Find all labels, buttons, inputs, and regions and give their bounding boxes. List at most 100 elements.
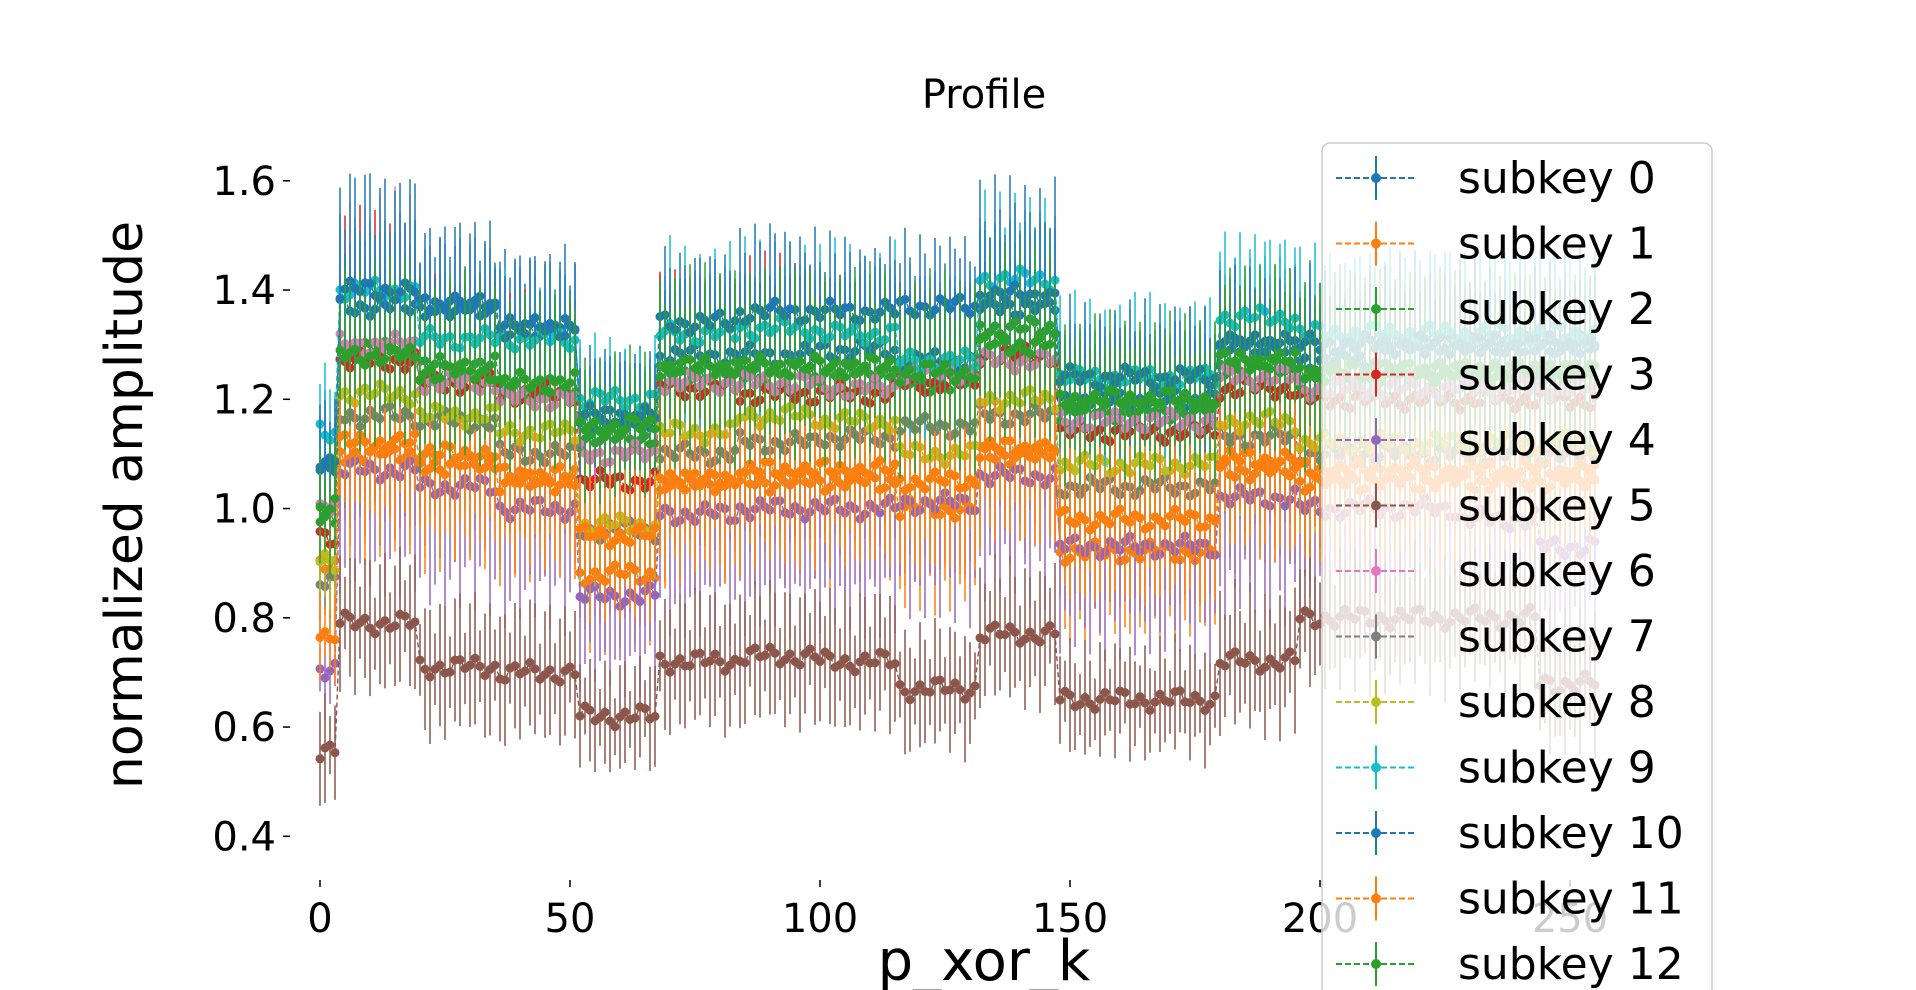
data-point (980, 635, 990, 645)
data-point (445, 667, 455, 677)
data-point (1130, 458, 1140, 468)
data-point (425, 672, 435, 682)
data-point (1145, 461, 1155, 471)
data-point (660, 659, 670, 669)
data-point (765, 642, 775, 652)
data-point (910, 686, 920, 696)
data-point (1000, 630, 1010, 640)
data-point (1090, 704, 1100, 714)
data-point (325, 740, 335, 750)
data-point (1275, 663, 1285, 673)
data-point (950, 678, 960, 688)
data-point (620, 597, 630, 607)
data-point (880, 649, 890, 659)
data-point (1035, 637, 1045, 647)
data-point (1055, 695, 1065, 705)
data-point (860, 651, 870, 661)
data-point (1240, 658, 1250, 668)
data-point (945, 685, 955, 695)
data-point (1220, 661, 1230, 671)
data-point (1110, 696, 1120, 706)
data-point (960, 694, 970, 704)
data-point (545, 665, 555, 675)
data-point (1185, 698, 1195, 708)
data-point (650, 590, 660, 600)
data-point (335, 618, 345, 628)
data-point (1210, 691, 1220, 701)
data-point (805, 644, 815, 654)
data-point (570, 670, 580, 680)
data-point (525, 658, 535, 668)
series-line (319, 403, 1596, 588)
data-point (875, 508, 885, 518)
data-point (1290, 656, 1300, 666)
data-point (850, 667, 860, 677)
chart-title: Profile (922, 72, 1046, 118)
data-point (630, 713, 640, 723)
data-point (1205, 699, 1215, 709)
data-point (1280, 501, 1290, 511)
data-point (710, 649, 720, 659)
data-point (1025, 627, 1035, 637)
data-point (1195, 696, 1205, 706)
data-point (1155, 689, 1165, 699)
data-point (815, 656, 825, 666)
data-point (480, 671, 490, 681)
data-point (1120, 688, 1130, 698)
data-point (575, 711, 585, 721)
data-point (840, 654, 850, 664)
data-point (400, 611, 410, 621)
data-point (1175, 686, 1185, 696)
data-point (835, 660, 845, 670)
data-point (1145, 705, 1155, 715)
data-point (530, 664, 540, 674)
data-point (325, 666, 335, 676)
data-point (695, 648, 705, 658)
data-point (1260, 662, 1270, 672)
data-point (330, 748, 340, 758)
data-point (720, 666, 730, 676)
data-point (1305, 609, 1315, 619)
data-point (1295, 614, 1305, 624)
data-point (935, 675, 945, 685)
data-point (370, 629, 380, 639)
data-point (520, 666, 530, 676)
data-point (455, 655, 465, 665)
data-point (780, 655, 790, 665)
data-point (510, 661, 520, 671)
data-point (665, 428, 675, 438)
data-point (1165, 697, 1175, 707)
data-point (315, 754, 325, 764)
data-point (1095, 694, 1105, 704)
data-point (905, 695, 915, 705)
data-point (610, 722, 620, 732)
data-point (740, 658, 750, 668)
data-point (1200, 705, 1210, 715)
data-point (715, 657, 725, 667)
data-point (415, 655, 425, 665)
data-point (785, 649, 795, 659)
data-point (665, 667, 675, 677)
data-point (1175, 463, 1185, 473)
data-point (1140, 698, 1150, 708)
data-point (1010, 627, 1020, 637)
data-point (620, 707, 630, 717)
data-point (565, 662, 575, 672)
data-point (555, 677, 565, 687)
data-point (380, 616, 390, 626)
data-point (475, 661, 485, 671)
data-point (390, 621, 400, 631)
data-point (330, 565, 340, 575)
data-point (465, 660, 475, 670)
data-point (1075, 699, 1085, 709)
data-point (650, 711, 660, 721)
data-point (320, 673, 330, 683)
data-point (1285, 647, 1295, 657)
data-point (600, 707, 610, 717)
data-point (740, 412, 750, 422)
data-point (1070, 466, 1080, 476)
data-point (955, 685, 965, 695)
data-point (970, 681, 980, 691)
data-point (500, 675, 510, 685)
